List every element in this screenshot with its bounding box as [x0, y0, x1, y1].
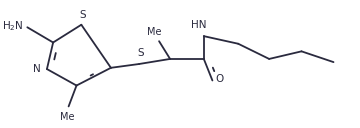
Text: H$_2$N: H$_2$N	[2, 19, 24, 33]
Text: Me: Me	[147, 27, 161, 37]
Text: O: O	[216, 74, 224, 84]
Text: N: N	[33, 64, 40, 74]
Text: S: S	[80, 10, 86, 20]
Text: Me: Me	[60, 111, 74, 122]
Text: S: S	[138, 48, 144, 58]
Text: HN: HN	[191, 20, 206, 30]
